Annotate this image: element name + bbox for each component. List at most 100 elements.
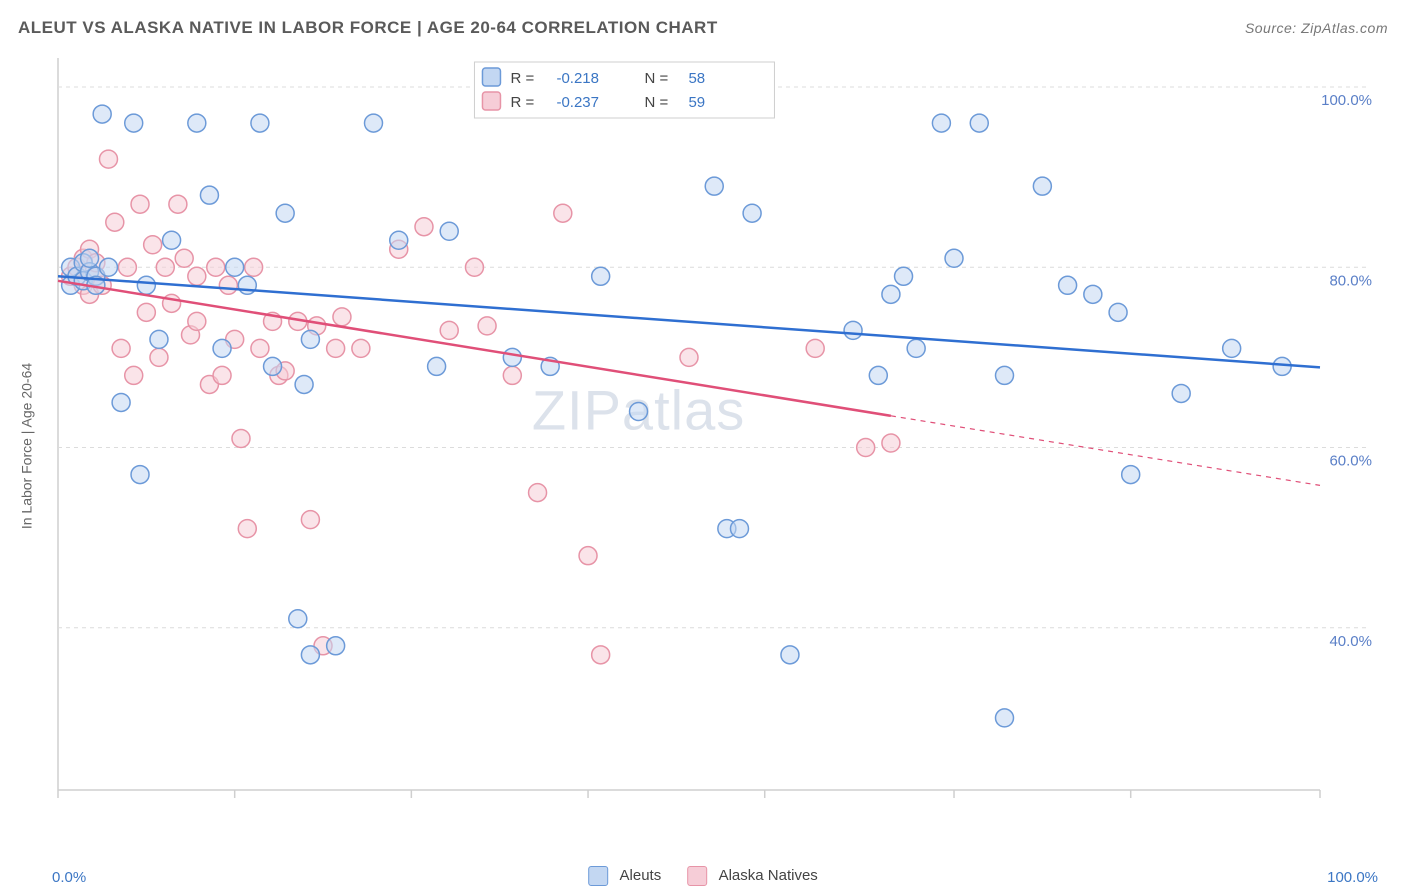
scatter-point-aleuts: [440, 222, 458, 240]
chart-source: Source: ZipAtlas.com: [1245, 20, 1388, 36]
scatter-point-aleuts: [390, 231, 408, 249]
scatter-point-alaska_natives: [144, 236, 162, 254]
scatter-point-aleuts: [1223, 339, 1241, 357]
scatter-point-alaska_natives: [245, 258, 263, 276]
scatter-point-aleuts: [1059, 276, 1077, 294]
scatter-point-alaska_natives: [131, 195, 149, 213]
legend-label-aleuts: Aleuts: [620, 867, 662, 884]
scatter-point-aleuts: [295, 375, 313, 393]
scatter-point-aleuts: [996, 366, 1014, 384]
scatter-point-aleuts: [93, 105, 111, 123]
scatter-point-aleuts: [365, 114, 383, 132]
scatter-point-alaska_natives: [137, 303, 155, 321]
svg-text:-0.237: -0.237: [556, 94, 599, 111]
scatter-point-alaska_natives: [806, 339, 824, 357]
scatter-point-aleuts: [131, 466, 149, 484]
series-legend: Aleuts Alaska Natives: [588, 866, 818, 886]
scatter-point-aleuts: [264, 357, 282, 375]
svg-text:N =: N =: [644, 94, 668, 111]
x-axis-min-label: 0.0%: [52, 869, 86, 886]
scatter-point-alaska_natives: [169, 195, 187, 213]
scatter-point-aleuts: [1122, 466, 1140, 484]
scatter-point-aleuts: [1172, 384, 1190, 402]
scatter-point-alaska_natives: [251, 339, 269, 357]
scatter-point-aleuts: [630, 402, 648, 420]
scatter-point-aleuts: [503, 348, 521, 366]
legend-item-aleuts: Aleuts: [588, 866, 661, 886]
chart-title: ALEUT VS ALASKA NATIVE IN LABOR FORCE | …: [18, 18, 718, 38]
scatter-point-alaska_natives: [207, 258, 225, 276]
scatter-point-aleuts: [428, 357, 446, 375]
scatter-point-alaska_natives: [175, 249, 193, 267]
scatter-point-alaska_natives: [150, 348, 168, 366]
scatter-point-aleuts: [301, 646, 319, 664]
scatter-point-aleuts: [276, 204, 294, 222]
scatter-point-alaska_natives: [238, 520, 256, 538]
scatter-point-alaska_natives: [352, 339, 370, 357]
svg-text:80.0%: 80.0%: [1329, 272, 1372, 289]
scatter-point-alaska_natives: [106, 213, 124, 231]
scatter-point-alaska_natives: [415, 218, 433, 236]
scatter-point-alaska_natives: [503, 366, 521, 384]
scatter-point-aleuts: [125, 114, 143, 132]
scatter-point-alaska_natives: [219, 276, 237, 294]
x-axis-max-label: 100.0%: [1327, 869, 1378, 886]
scatter-point-alaska_natives: [301, 511, 319, 529]
svg-text:-0.218: -0.218: [556, 70, 599, 87]
scatter-point-alaska_natives: [112, 339, 130, 357]
scatter-point-alaska_natives: [333, 308, 351, 326]
scatter-point-aleuts: [932, 114, 950, 132]
scatter-point-aleuts: [226, 258, 244, 276]
legend-swatch-alaska-natives: [687, 866, 707, 886]
scatter-point-aleuts: [996, 709, 1014, 727]
scatter-point-aleuts: [301, 330, 319, 348]
scatter-point-aleuts: [730, 520, 748, 538]
scatter-point-aleuts: [705, 177, 723, 195]
scatter-point-aleuts: [844, 321, 862, 339]
scatter-point-aleuts: [327, 637, 345, 655]
scatter-point-aleuts: [1033, 177, 1051, 195]
svg-text:100.0%: 100.0%: [1321, 92, 1372, 109]
scatter-point-aleuts: [1273, 357, 1291, 375]
scatter-point-alaska_natives: [188, 312, 206, 330]
scatter-point-aleuts: [112, 393, 130, 411]
scatter-point-alaska_natives: [478, 317, 496, 335]
scatter-point-aleuts: [895, 267, 913, 285]
scatter-point-alaska_natives: [529, 484, 547, 502]
legend-label-alaska-natives: Alaska Natives: [719, 867, 818, 884]
scatter-point-alaska_natives: [118, 258, 136, 276]
scatter-point-aleuts: [970, 114, 988, 132]
scatter-point-alaska_natives: [327, 339, 345, 357]
scatter-point-alaska_natives: [579, 547, 597, 565]
scatter-point-aleuts: [163, 231, 181, 249]
svg-text:40.0%: 40.0%: [1329, 633, 1372, 650]
scatter-point-alaska_natives: [188, 267, 206, 285]
svg-text:R =: R =: [510, 70, 534, 87]
scatter-point-aleuts: [81, 249, 99, 267]
scatter-point-alaska_natives: [592, 646, 610, 664]
svg-text:60.0%: 60.0%: [1329, 453, 1372, 470]
scatter-point-aleuts: [781, 646, 799, 664]
y-axis-label: In Labor Force | Age 20-64: [19, 363, 35, 529]
scatter-point-alaska_natives: [554, 204, 572, 222]
scatter-point-alaska_natives: [99, 150, 117, 168]
trend-line-alaska_natives-extrapolated: [891, 416, 1320, 486]
scatter-point-alaska_natives: [213, 366, 231, 384]
stats-swatch-alaska_natives: [482, 92, 500, 110]
scatter-point-alaska_natives: [882, 434, 900, 452]
scatter-point-aleuts: [945, 249, 963, 267]
chart-container: ALEUT VS ALASKA NATIVE IN LABOR FORCE | …: [0, 0, 1406, 892]
scatter-point-aleuts: [907, 339, 925, 357]
stats-swatch-aleuts: [482, 68, 500, 86]
title-bar: ALEUT VS ALASKA NATIVE IN LABOR FORCE | …: [18, 18, 1388, 38]
svg-text:R =: R =: [510, 94, 534, 111]
scatter-point-aleuts: [200, 186, 218, 204]
scatter-point-aleuts: [188, 114, 206, 132]
scatter-point-aleuts: [592, 267, 610, 285]
scatter-plot: 40.0%60.0%80.0%100.0%ZIPatlasR =-0.218N …: [50, 50, 1380, 820]
svg-text:58: 58: [688, 70, 705, 87]
scatter-point-aleuts: [1109, 303, 1127, 321]
scatter-point-aleuts: [251, 114, 269, 132]
scatter-point-alaska_natives: [125, 366, 143, 384]
svg-text:N =: N =: [644, 70, 668, 87]
